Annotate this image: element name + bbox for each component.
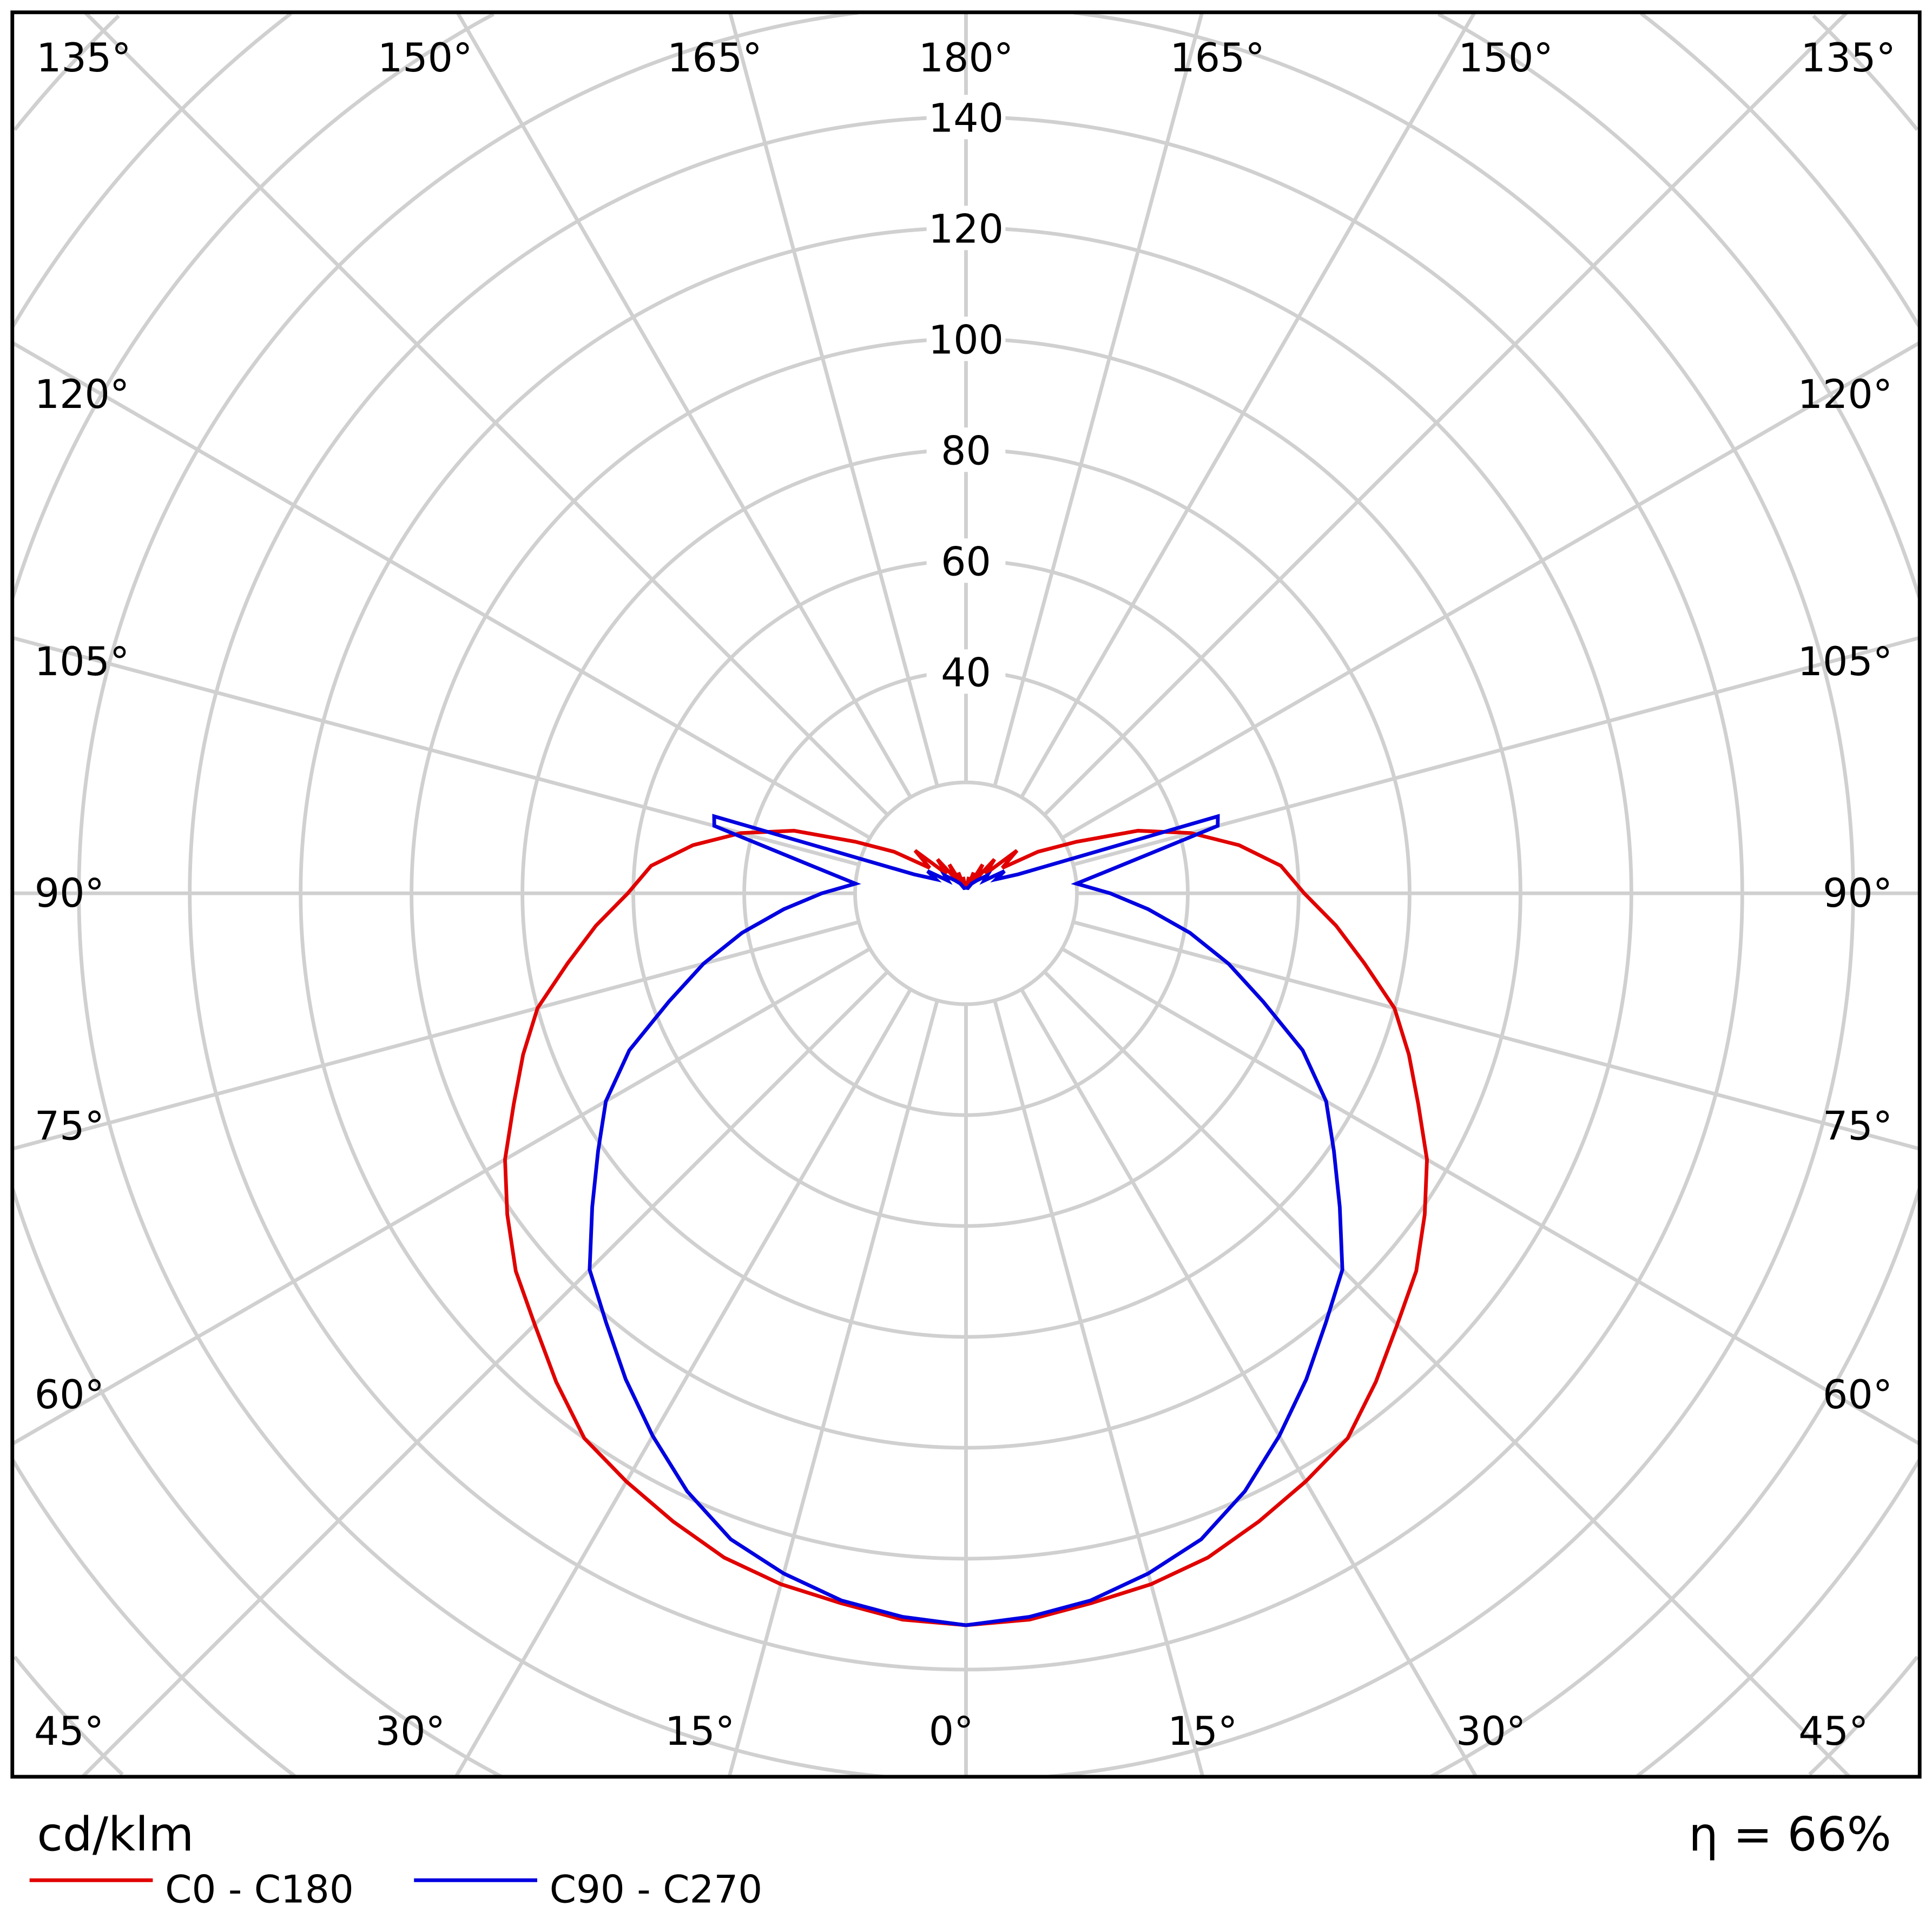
angle-label-bottom: 30° (375, 1709, 445, 1755)
angle-label-right: 120° (1798, 372, 1893, 418)
grid-spoke-75 (1072, 920, 1920, 1151)
angle-label-right: 90° (1823, 871, 1893, 916)
radial-tick-label-60: 60 (941, 539, 991, 585)
angle-label-left: 105° (35, 639, 130, 685)
angle-label-top: 150° (378, 35, 473, 81)
angle-label-left: 90° (35, 871, 104, 916)
angle-label-top: 165° (667, 35, 762, 81)
angle-label-bottom: 15° (1168, 1709, 1237, 1755)
grid-circle-160 (77, 12, 1855, 1777)
grid-circle-200 (12, 12, 1920, 1777)
angle-label-left: 120° (35, 372, 130, 418)
radial-tick-bg (926, 206, 1006, 250)
grid-spoke-195 (728, 12, 939, 787)
plot-frame (10, 10, 1922, 1779)
grid-spoke-285 (12, 920, 860, 1151)
unit-label: cd/klm (37, 1808, 194, 1862)
series-line-c90-c270 (588, 814, 1344, 1627)
legend-label-c90-c270: C90 - C270 (550, 1867, 763, 1911)
grid-spoke-135 (1043, 12, 1849, 816)
angle-label-bottom: 45° (34, 1709, 104, 1755)
angle-label-top: 150° (1458, 35, 1553, 81)
series-curves (503, 814, 1429, 1627)
radial-tick-label-140: 140 (928, 96, 1004, 142)
radial-tick-bg (926, 427, 1006, 472)
angle-label-right: 60° (1823, 1372, 1893, 1418)
angle-label-bottom: 0° (929, 1709, 974, 1755)
angle-label-left: 75° (35, 1104, 104, 1150)
radial-tick-label-120: 120 (928, 207, 1004, 253)
angle-label-top: 135° (36, 35, 131, 81)
radial-tick-label-80: 80 (941, 428, 991, 474)
angle-label-top: 135° (1801, 35, 1896, 81)
grid-spoke-60 (1061, 947, 1920, 1446)
radial-tick-bg (926, 95, 1006, 140)
grid-spoke-165 (993, 12, 1204, 787)
grid-spoke-120 (1061, 341, 1920, 840)
angle-label-top: 180° (919, 35, 1014, 81)
angle-label-bottom: 15° (665, 1709, 735, 1755)
grid-spoke-45 (1043, 970, 1851, 1777)
legend-label-c0-c180: C0 - C180 (165, 1867, 354, 1911)
radial-tick-bg (926, 538, 1006, 583)
angle-label-right: 75° (1823, 1104, 1893, 1150)
grid-spoke-330 (454, 988, 912, 1777)
grid-spoke-315 (81, 970, 889, 1777)
grid-spoke-15 (993, 1000, 1205, 1777)
grid-circle-220 (13, 14, 1919, 1776)
angle-label-left: 60° (35, 1372, 104, 1418)
grid-spoke-210 (456, 12, 912, 799)
grid-spoke-345 (727, 1000, 939, 1777)
angle-labels: 135° 150° 165° 180° 165° 150° 135° 45° 30° 15° 0° 1… (34, 35, 1896, 1755)
radial-tick-label-40: 40 (941, 650, 991, 696)
grid-spoke-225 (83, 12, 889, 816)
legend: C0 - C180 C90 - C270 (29, 1867, 763, 1911)
radial-tick-label-100: 100 (928, 318, 1004, 364)
grid-spoke-150 (1020, 12, 1476, 799)
angle-label-bottom: 45° (1798, 1709, 1868, 1755)
angle-label-bottom: 30° (1456, 1709, 1526, 1755)
radial-tick-labels: 40 60 80 100 120 140 (926, 95, 1006, 696)
grid-spoke-240 (12, 341, 871, 840)
grid-spoke-300 (12, 947, 871, 1446)
radial-tick-bg (926, 316, 1006, 361)
angle-label-right: 105° (1798, 639, 1893, 685)
angle-label-top: 165° (1170, 35, 1265, 81)
radial-tick-bg (926, 649, 1006, 694)
polar-grid (12, 12, 1920, 1777)
grid-circle-180 (12, 12, 1920, 1777)
grid-spoke-30 (1020, 988, 1478, 1777)
efficiency-label: η = 66% (1689, 1808, 1891, 1862)
